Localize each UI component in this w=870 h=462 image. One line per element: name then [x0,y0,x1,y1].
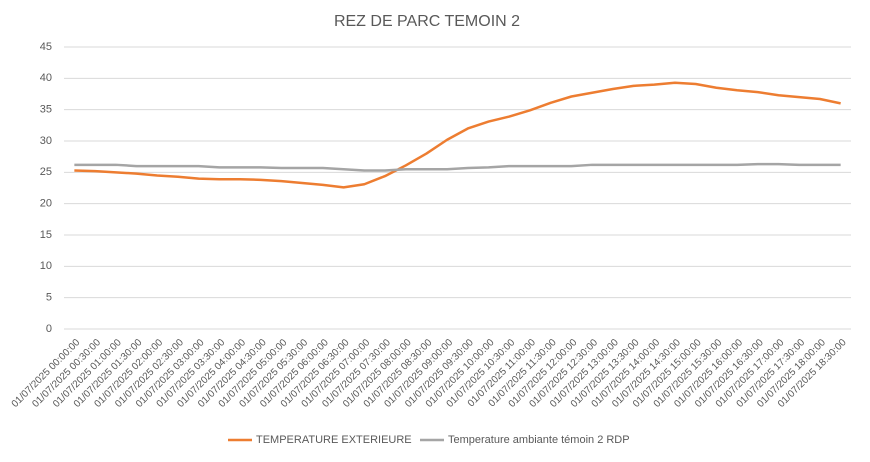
y-tick-label: 10 [40,260,52,272]
legend-label: TEMPERATURE EXTERIEURE [256,434,412,446]
y-tick-label: 5 [46,292,52,304]
y-tick-label: 40 [40,72,52,84]
legend-label: Temperature ambiante témoin 2 RDP [448,434,630,446]
y-tick-label: 0 [46,323,52,335]
y-tick-label: 25 [40,166,52,178]
series-line [74,81,841,189]
series-line [74,162,841,172]
y-tick-label: 15 [40,229,52,241]
chart-title: REZ DE PARC TEMOIN 2 [334,13,520,30]
legend: TEMPERATURE EXTERIEURE Temperature ambia… [228,434,630,446]
y-tick-label: 45 [40,41,52,53]
y-tick-label: 35 [40,104,52,116]
y-tick-label: 30 [40,135,52,147]
y-tick-label: 20 [40,198,52,210]
